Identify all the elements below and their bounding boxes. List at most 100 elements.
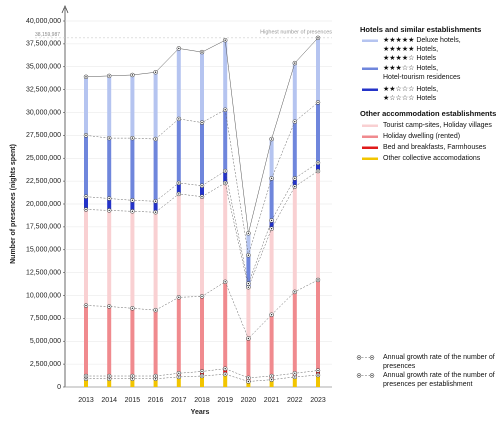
level-marker-dot — [131, 137, 134, 139]
level-marker-dot — [317, 101, 319, 104]
level-marker-dot — [85, 76, 87, 78]
bar-segment — [316, 102, 320, 163]
bar-segment — [176, 193, 181, 298]
y-tick-label: 5,000,000 — [30, 338, 61, 345]
bar-segment — [269, 178, 274, 221]
level-marker-dot — [317, 369, 319, 372]
x-tick-label: 2021 — [264, 397, 280, 404]
bar-segment — [200, 52, 204, 123]
level-marker-dot — [201, 185, 203, 187]
y-tick-label: 22,500,000 — [26, 178, 61, 185]
level-marker-dot — [201, 375, 203, 377]
level-marker-dot — [154, 375, 157, 377]
level-marker-dot — [131, 375, 134, 377]
level-marker-dot — [294, 177, 296, 180]
legend-symbol — [358, 356, 360, 359]
bar-segment — [107, 138, 112, 199]
level-marker-dot — [224, 39, 226, 41]
level-marker-dot — [178, 182, 180, 184]
bar-segment — [130, 378, 135, 387]
y-tick-label: 10,000,000 — [26, 292, 61, 299]
bar-segment — [269, 228, 274, 315]
bar-segment — [84, 209, 88, 306]
bar-segment — [292, 121, 297, 179]
bar-segment — [223, 368, 228, 375]
bar-segment — [223, 171, 228, 183]
level-marker-dot — [178, 372, 180, 374]
legend-swatch — [362, 135, 378, 138]
level-marker-dot — [224, 109, 226, 111]
x-tick-label: 2017 — [171, 397, 187, 404]
bar-segment — [316, 375, 320, 387]
x-tick-label: 2015 — [125, 397, 141, 404]
bar-segment — [246, 233, 251, 256]
bar-segment — [316, 37, 320, 103]
level-marker-dot — [131, 199, 134, 202]
level-marker-dot — [247, 286, 250, 288]
level-marker-dot — [317, 374, 319, 376]
legend-title: Other accommodation establishments — [360, 109, 497, 118]
level-marker-dot — [224, 368, 226, 370]
level-marker-dot — [270, 375, 273, 377]
y-tick-label: 30,000,000 — [26, 109, 61, 116]
bar-segment — [316, 162, 320, 172]
legend-label: Bed and breakfasts, Farmhouses — [383, 144, 487, 151]
level-marker-dot — [108, 305, 110, 308]
legend-swatch — [362, 39, 378, 42]
x-tick-label: 2013 — [78, 397, 94, 404]
level-marker-dot — [294, 291, 296, 293]
level-marker-dot — [270, 177, 273, 180]
bar-segment — [269, 220, 274, 229]
level-marker-dot — [294, 372, 296, 374]
y-tick-label: 37,500,000 — [26, 41, 61, 48]
bar-segment — [269, 379, 274, 387]
bar-segment — [176, 297, 181, 374]
legend-swatch — [362, 146, 378, 149]
level-marker-dot — [247, 232, 250, 234]
x-tick-label: 2018 — [194, 397, 210, 404]
bar-segment — [246, 255, 251, 284]
bar-segment — [153, 201, 158, 213]
bar-segment — [130, 211, 135, 309]
level-marker-dot — [178, 376, 180, 378]
bar-segment — [200, 371, 204, 377]
level-marker-dot — [178, 296, 180, 299]
bar-segment — [200, 196, 204, 297]
bar-segment — [246, 338, 251, 378]
level-marker-dot — [85, 375, 87, 377]
level-marker-dot — [178, 47, 180, 50]
bar-segment — [292, 186, 297, 292]
legend-label: Holiday dwelling (rented) — [383, 133, 461, 140]
bar-segment — [84, 76, 88, 136]
y-tick-label: 20,000,000 — [26, 201, 61, 208]
level-marker-dot — [201, 195, 203, 198]
level-marker-dot — [131, 74, 134, 76]
bar-segment — [292, 376, 297, 387]
bar-segment — [107, 198, 112, 211]
legend-label: Tourist camp-sites, Holiday villages — [383, 122, 492, 129]
level-marker-dot — [154, 309, 157, 311]
level-marker-dot — [108, 75, 110, 77]
y-tick-label: 12,500,000 — [26, 269, 61, 276]
bar-segment — [223, 374, 228, 387]
level-marker-dot — [108, 137, 110, 139]
legend-note: Annual growth rate of the number of pres… — [383, 354, 495, 370]
y-axis-arrow — [61, 4, 69, 14]
bar-segment — [269, 139, 274, 179]
level-marker-dot — [247, 377, 250, 379]
legend-label: ★★★★★ Deluxe hotels, ★★★★★ Hotels, ★★★★☆… — [383, 37, 461, 62]
y-tick-label: 25,000,000 — [26, 155, 61, 162]
bar-segment — [200, 296, 204, 372]
x-axis-title: Years — [191, 409, 210, 416]
level-marker-dot — [85, 134, 87, 137]
level-marker-dot — [178, 118, 180, 120]
bar-segment — [200, 185, 204, 197]
level-marker-dot — [131, 210, 134, 213]
level-marker-dot — [201, 121, 203, 124]
level-marker-dot — [154, 71, 157, 73]
level-marker-dot — [224, 281, 226, 283]
legend-symbol — [358, 374, 360, 377]
level-marker-dot — [201, 370, 203, 373]
level-marker-dot — [85, 378, 87, 380]
bar-segment — [84, 378, 88, 387]
